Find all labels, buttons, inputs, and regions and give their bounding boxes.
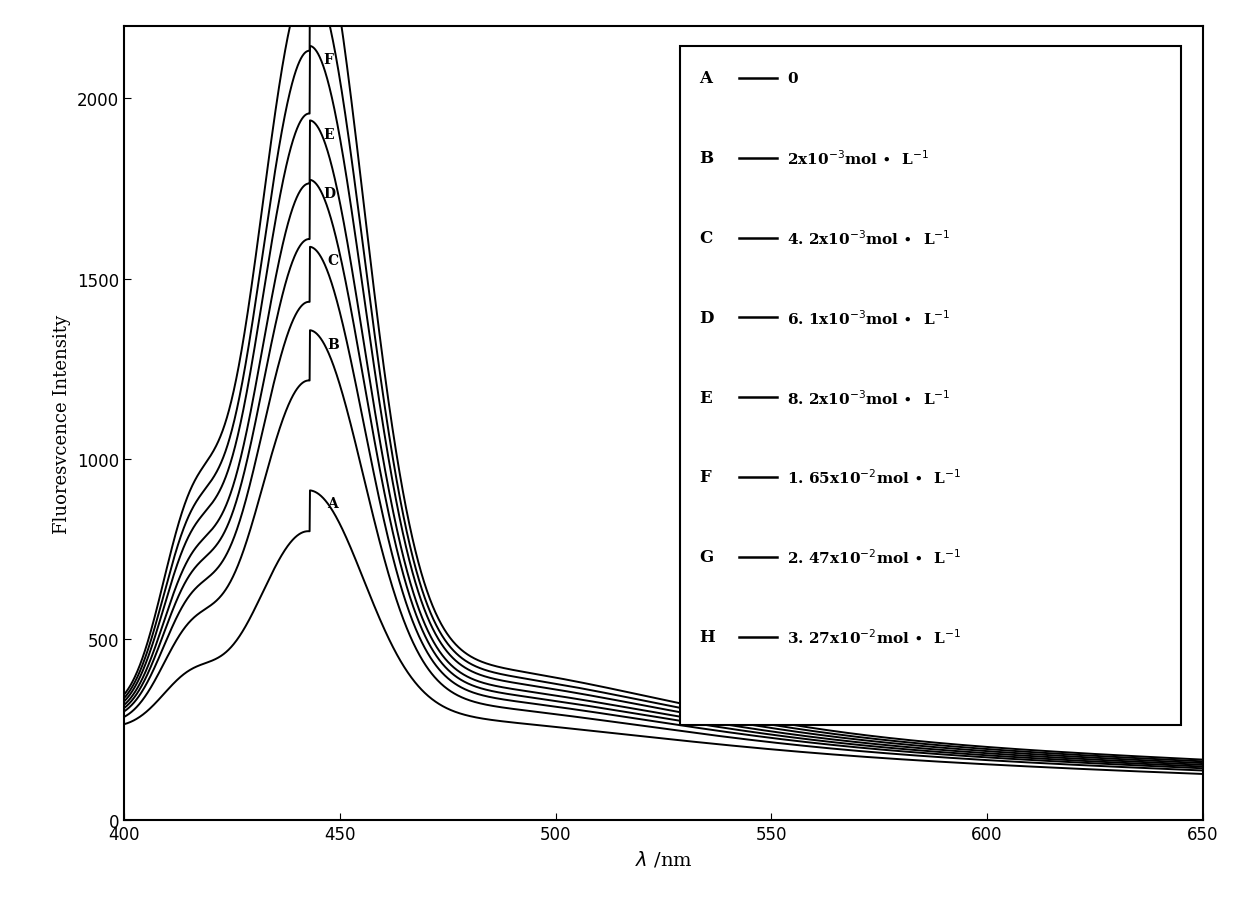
Text: D: D bbox=[699, 310, 713, 326]
Text: H: H bbox=[699, 629, 714, 645]
Text: G: G bbox=[699, 548, 713, 566]
Y-axis label: Fluoresvcence Intensity: Fluoresvcence Intensity bbox=[53, 314, 72, 533]
Text: E: E bbox=[699, 389, 712, 406]
Text: A: A bbox=[327, 496, 339, 510]
Text: 8. 2x10$^{-3}$mol $\bullet$  L$^{-1}$: 8. 2x10$^{-3}$mol $\bullet$ L$^{-1}$ bbox=[787, 388, 951, 407]
Text: A: A bbox=[699, 70, 712, 87]
Text: 2. 47x10$^{-2}$mol $\bullet$  L$^{-1}$: 2. 47x10$^{-2}$mol $\bullet$ L$^{-1}$ bbox=[787, 548, 962, 567]
Text: 4. 2x10$^{-3}$mol $\bullet$  L$^{-1}$: 4. 2x10$^{-3}$mol $\bullet$ L$^{-1}$ bbox=[787, 229, 951, 248]
Text: F: F bbox=[322, 54, 332, 67]
Text: E: E bbox=[322, 128, 334, 142]
Text: 6. 1x10$^{-3}$mol $\bullet$  L$^{-1}$: 6. 1x10$^{-3}$mol $\bullet$ L$^{-1}$ bbox=[787, 309, 951, 327]
FancyBboxPatch shape bbox=[680, 47, 1182, 725]
Text: 1. 65x10$^{-2}$mol $\bullet$  L$^{-1}$: 1. 65x10$^{-2}$mol $\bullet$ L$^{-1}$ bbox=[787, 468, 962, 486]
Text: D: D bbox=[322, 187, 335, 201]
Text: 0: 0 bbox=[787, 72, 799, 86]
X-axis label: $\lambda$ /nm: $\lambda$ /nm bbox=[635, 848, 692, 868]
Text: B: B bbox=[699, 150, 713, 167]
Text: C: C bbox=[327, 254, 339, 268]
Text: 3. 27x10$^{-2}$mol $\bullet$  L$^{-1}$: 3. 27x10$^{-2}$mol $\bullet$ L$^{-1}$ bbox=[787, 628, 962, 646]
Text: F: F bbox=[699, 469, 711, 486]
Text: 2x10$^{-3}$mol $\bullet$  L$^{-1}$: 2x10$^{-3}$mol $\bullet$ L$^{-1}$ bbox=[787, 149, 930, 168]
Text: C: C bbox=[699, 230, 712, 247]
Text: B: B bbox=[327, 337, 339, 352]
